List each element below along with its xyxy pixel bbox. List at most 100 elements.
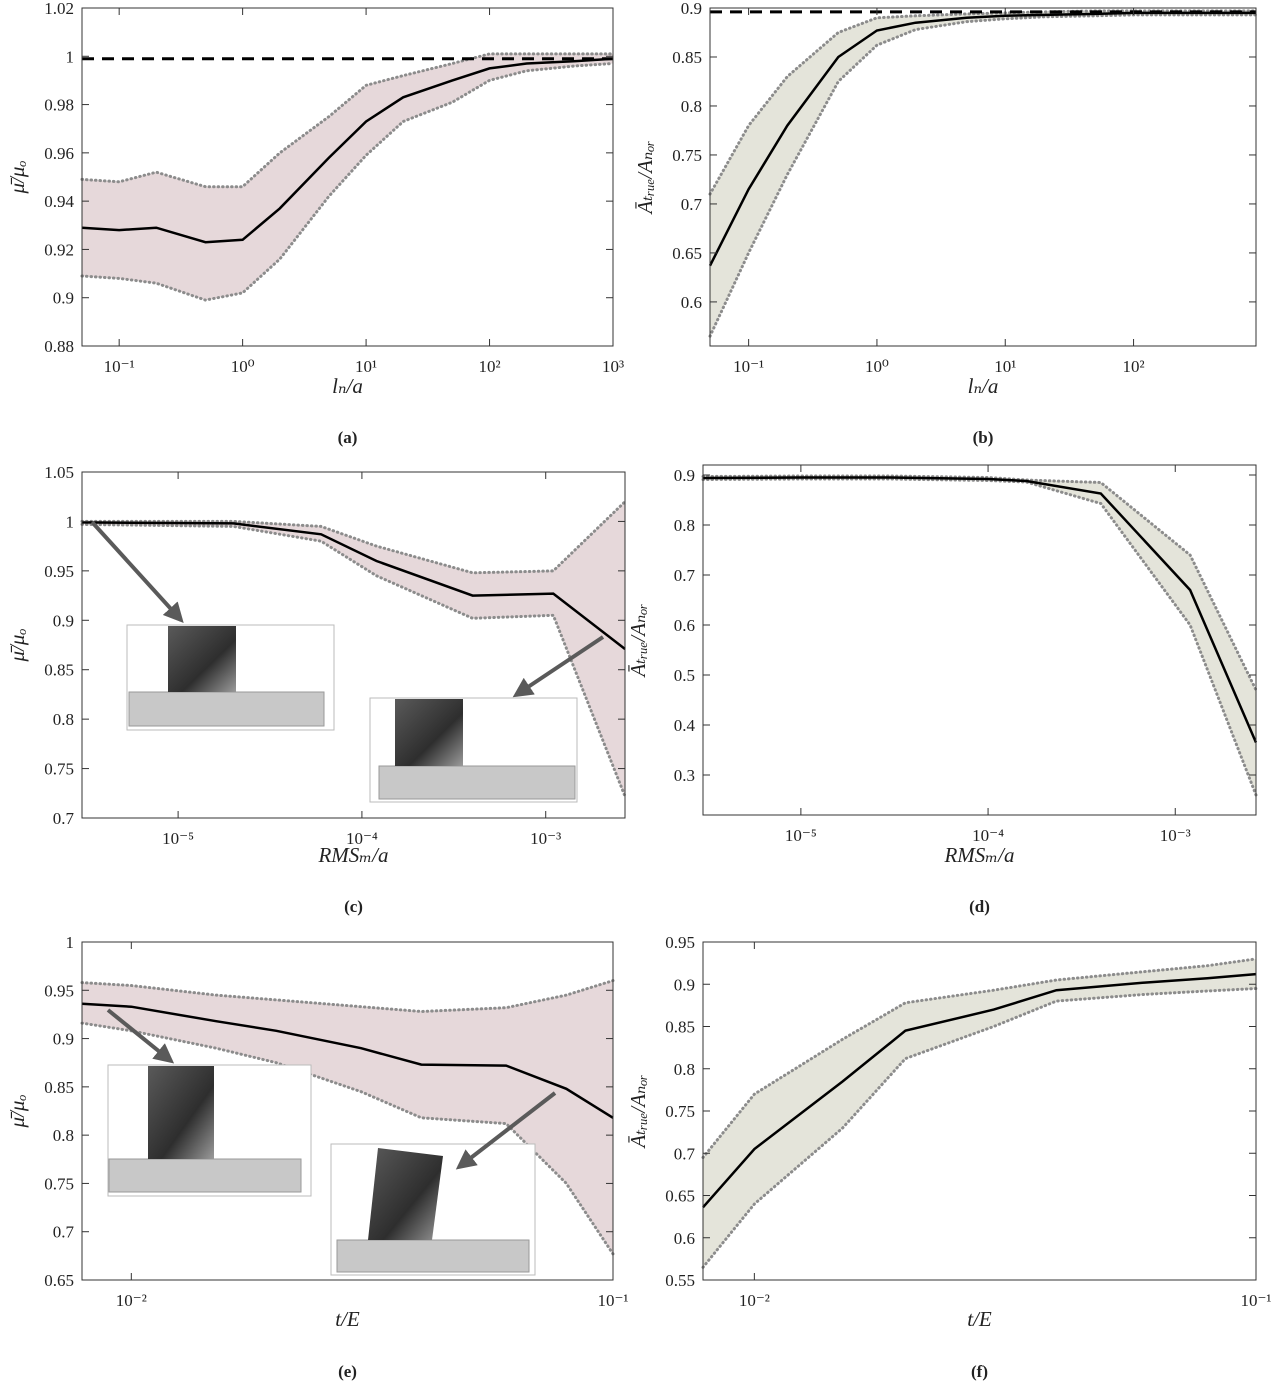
mean-line xyxy=(81,1002,614,1119)
y-tick-label: 0.8 xyxy=(681,97,702,116)
x-axis-label: lₙ/a xyxy=(968,374,999,398)
band-edge xyxy=(708,9,1258,196)
mean-line xyxy=(81,521,626,650)
x-tick-label: 10⁻¹ xyxy=(104,357,135,376)
x-tick-label: 10⁻⁵ xyxy=(785,826,817,845)
y-tick-label: 0.85 xyxy=(44,661,74,680)
y-tick-label: 0.8 xyxy=(53,710,74,729)
y-tick-label: 0.9 xyxy=(53,1030,74,1049)
y-tick-label: 0.85 xyxy=(665,1018,695,1037)
y-axis-label: Āₜᵣᵤₑ/Aₙₒᵣ xyxy=(626,603,650,678)
y-tick-label: 0.7 xyxy=(53,1223,75,1242)
band-edge xyxy=(80,522,627,798)
panel-caption: (b) xyxy=(973,428,994,447)
y-tick-label: 0.6 xyxy=(674,1229,695,1248)
mean-line xyxy=(702,972,1257,1209)
y-tick-label: 0.65 xyxy=(44,1271,74,1290)
band-fill xyxy=(82,980,613,1254)
y-tick-label: 1 xyxy=(66,47,75,66)
y-tick-label: 0.6 xyxy=(674,616,695,635)
y-tick-label: 0.7 xyxy=(53,809,75,828)
y-tick-label: 0.94 xyxy=(44,192,74,211)
panel-caption: (a) xyxy=(338,428,358,447)
arrow xyxy=(90,520,184,623)
y-tick-label: 0.3 xyxy=(674,766,695,785)
panel: 0.55 0.6 0.65 0.7 0.75 0.8 0.85 0.9 0.95 10⁻² 10⁻¹… xyxy=(626,933,1271,1381)
insets xyxy=(90,520,605,1276)
panel-caption: (f) xyxy=(971,1362,988,1381)
band-edge xyxy=(701,477,1258,797)
y-tick-label: 0.8 xyxy=(674,1060,695,1079)
plot-frame xyxy=(81,7,614,347)
y-tick-label: 0.7 xyxy=(674,566,696,585)
y-tick-label: 0.9 xyxy=(674,466,695,485)
y-axis-label: μ̄/μₒ xyxy=(5,629,29,663)
y-tick-label: 1.05 xyxy=(44,463,74,482)
x-tick-label: 10¹ xyxy=(355,357,377,376)
y-tick-label: 0.85 xyxy=(44,1078,74,1097)
y-tick-label: 0.6 xyxy=(681,293,702,312)
y-tick-label: 0.95 xyxy=(44,562,74,581)
x-tick-label: 10⁰ xyxy=(231,357,255,376)
inset xyxy=(107,1064,312,1197)
mean-line xyxy=(702,476,1258,743)
y-axis-label: μ̄/μₒ xyxy=(5,1095,29,1129)
x-tick-label: 10⁻² xyxy=(116,1291,147,1310)
band-edge xyxy=(80,500,627,575)
y-tick-label: 0.95 xyxy=(665,933,695,952)
y-tick-label: 0.85 xyxy=(672,48,702,67)
x-tick-label: 10⁰ xyxy=(865,357,889,376)
band-edge xyxy=(80,62,615,302)
x-axis-label: lₙ/a xyxy=(332,374,363,398)
band-edge xyxy=(701,957,1258,1159)
inset xyxy=(330,1143,536,1276)
x-tick-label: 10⁻¹ xyxy=(733,357,764,376)
x-axis-label: RMSₘ/a xyxy=(317,843,388,867)
plot-frame xyxy=(709,7,1257,347)
y-tick-label: 1.02 xyxy=(44,0,74,18)
band-edge xyxy=(80,52,615,189)
y-tick-label: 0.55 xyxy=(665,1271,695,1290)
arrow xyxy=(512,635,605,698)
y-tick-label: 0.92 xyxy=(44,240,74,259)
x-tick-label: 10⁻³ xyxy=(530,829,561,848)
plot-area xyxy=(710,8,1256,346)
y-axis-label: μ̄/μₒ xyxy=(5,161,29,195)
y-tick-label: 0.65 xyxy=(665,1187,695,1206)
y-tick-label: 0.65 xyxy=(672,244,702,263)
inset xyxy=(369,697,578,803)
y-axis-label: Āₜᵣᵤₑ/Aₙₒᵣ xyxy=(626,1074,650,1149)
y-tick-label: 1 xyxy=(66,933,75,952)
band-edge xyxy=(708,13,1258,338)
x-tick-label: 10⁻⁴ xyxy=(346,829,378,848)
panel: 0.88 0.9 0.92 0.94 0.96 0.98 1 1.02 10⁻¹ 10⁰ 10¹ 10… xyxy=(5,0,624,447)
mean-line xyxy=(708,11,1256,267)
band-fill xyxy=(703,958,1256,1268)
mean-line xyxy=(81,57,614,244)
y-tick-label: 0.7 xyxy=(681,195,703,214)
x-tick-label: 10² xyxy=(478,357,500,376)
y-tick-label: 0.96 xyxy=(44,144,74,163)
x-tick-label: 10¹ xyxy=(994,357,1016,376)
x-axis-label: t/E xyxy=(967,1307,992,1331)
y-tick-label: 0.75 xyxy=(44,760,74,779)
y-tick-label: 0.75 xyxy=(44,1174,74,1193)
y-tick-label: 0.75 xyxy=(665,1102,695,1121)
x-tick-label: 10⁻⁵ xyxy=(162,829,194,848)
arrow xyxy=(106,1008,175,1064)
plot-frame xyxy=(81,941,614,1281)
y-tick-label: 0.7 xyxy=(674,1144,696,1163)
plot-area xyxy=(703,465,1256,815)
x-axis-label: t/E xyxy=(335,1307,360,1331)
y-tick-label: 1 xyxy=(66,512,75,531)
x-tick-label: 10⁻¹ xyxy=(1240,1291,1271,1310)
y-tick-label: 0.88 xyxy=(44,337,74,356)
arrow xyxy=(455,1091,557,1170)
y-tick-label: 0.4 xyxy=(674,716,696,735)
y-axis-label: Āₜᵣᵤₑ/Aₙₒᵣ xyxy=(633,140,657,215)
band-edge xyxy=(80,979,615,1014)
x-tick-label: 10³ xyxy=(602,357,624,376)
band-edge xyxy=(80,1021,615,1256)
y-tick-label: 0.5 xyxy=(674,666,695,685)
